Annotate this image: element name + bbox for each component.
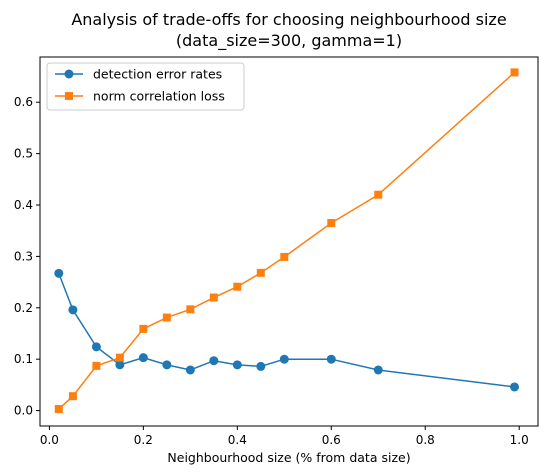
x-tick-label: 0.4 bbox=[228, 433, 247, 447]
y-tick-label: 0.4 bbox=[14, 198, 33, 212]
data-point-norm-correlation-loss bbox=[115, 353, 124, 362]
data-point-detection-error-rates bbox=[138, 353, 148, 363]
data-point-detection-error-rates bbox=[209, 356, 219, 366]
data-point-norm-correlation-loss bbox=[327, 218, 336, 227]
data-point-detection-error-rates bbox=[162, 360, 172, 370]
data-point-norm-correlation-loss bbox=[186, 305, 195, 314]
data-point-detection-error-rates bbox=[326, 354, 336, 364]
data-point-detection-error-rates bbox=[373, 365, 383, 375]
data-point-norm-correlation-loss bbox=[139, 324, 148, 333]
legend: detection error rates norm correlation l… bbox=[46, 62, 245, 111]
data-point-detection-error-rates bbox=[510, 382, 520, 392]
data-point-detection-error-rates bbox=[115, 360, 125, 370]
data-point-norm-correlation-loss bbox=[68, 392, 77, 401]
series-line-detection-error-rates bbox=[58, 273, 515, 388]
data-point-detection-error-rates bbox=[91, 342, 101, 352]
y-tick-label: 0.0 bbox=[14, 404, 33, 418]
data-point-norm-correlation-loss bbox=[209, 293, 218, 302]
legend-marker-norm-correlation-loss bbox=[65, 92, 73, 100]
data-point-detection-error-rates bbox=[54, 268, 64, 278]
data-point-norm-correlation-loss bbox=[233, 282, 242, 291]
y-tick-label: 0.3 bbox=[14, 249, 33, 263]
data-point-detection-error-rates bbox=[68, 305, 78, 315]
y-tick-label: 0.5 bbox=[14, 147, 33, 161]
data-point-norm-correlation-loss bbox=[280, 252, 289, 261]
data-point-norm-correlation-loss bbox=[374, 190, 383, 199]
y-tick-label: 0.2 bbox=[14, 301, 33, 315]
data-point-norm-correlation-loss bbox=[510, 68, 519, 77]
data-point-norm-correlation-loss bbox=[256, 268, 265, 277]
legend-label-detection-error-rates: detection error rates bbox=[93, 67, 222, 82]
x-axis-label: Neighbourhood size (% from data size) bbox=[167, 450, 410, 465]
data-point-detection-error-rates bbox=[232, 360, 242, 370]
y-axis-ticks: 0.0 0.1 0.2 0.3 0.4 0.5 0.6 bbox=[14, 95, 40, 418]
data-point-norm-correlation-loss bbox=[162, 313, 171, 322]
data-point-detection-error-rates bbox=[279, 354, 289, 364]
data-point-detection-error-rates bbox=[256, 361, 266, 371]
data-point-norm-correlation-loss bbox=[92, 361, 101, 370]
chart-title-line-2: (data_size=300, gamma=1) bbox=[176, 31, 402, 51]
legend-marker-detection-error-rates bbox=[64, 69, 74, 79]
chart-title-line-1: Analysis of trade-offs for choosing neig… bbox=[71, 10, 506, 29]
y-tick-label: 0.6 bbox=[14, 95, 33, 109]
x-tick-label: 0.2 bbox=[134, 433, 153, 447]
data-point-norm-correlation-loss bbox=[54, 405, 63, 414]
x-tick-label: 0.8 bbox=[416, 433, 435, 447]
series-layer bbox=[54, 68, 520, 414]
x-tick-label: 0.0 bbox=[40, 433, 59, 447]
x-tick-label: 1.0 bbox=[510, 433, 529, 447]
legend-label-norm-correlation-loss: norm correlation loss bbox=[93, 89, 225, 104]
legend-box bbox=[46, 62, 245, 111]
y-tick-label: 0.1 bbox=[14, 352, 33, 366]
x-axis-ticks: 0.0 0.2 0.4 0.6 0.8 1.0 bbox=[40, 426, 529, 447]
data-point-detection-error-rates bbox=[185, 365, 195, 375]
x-tick-label: 0.6 bbox=[322, 433, 341, 447]
plot-area bbox=[39, 56, 539, 427]
